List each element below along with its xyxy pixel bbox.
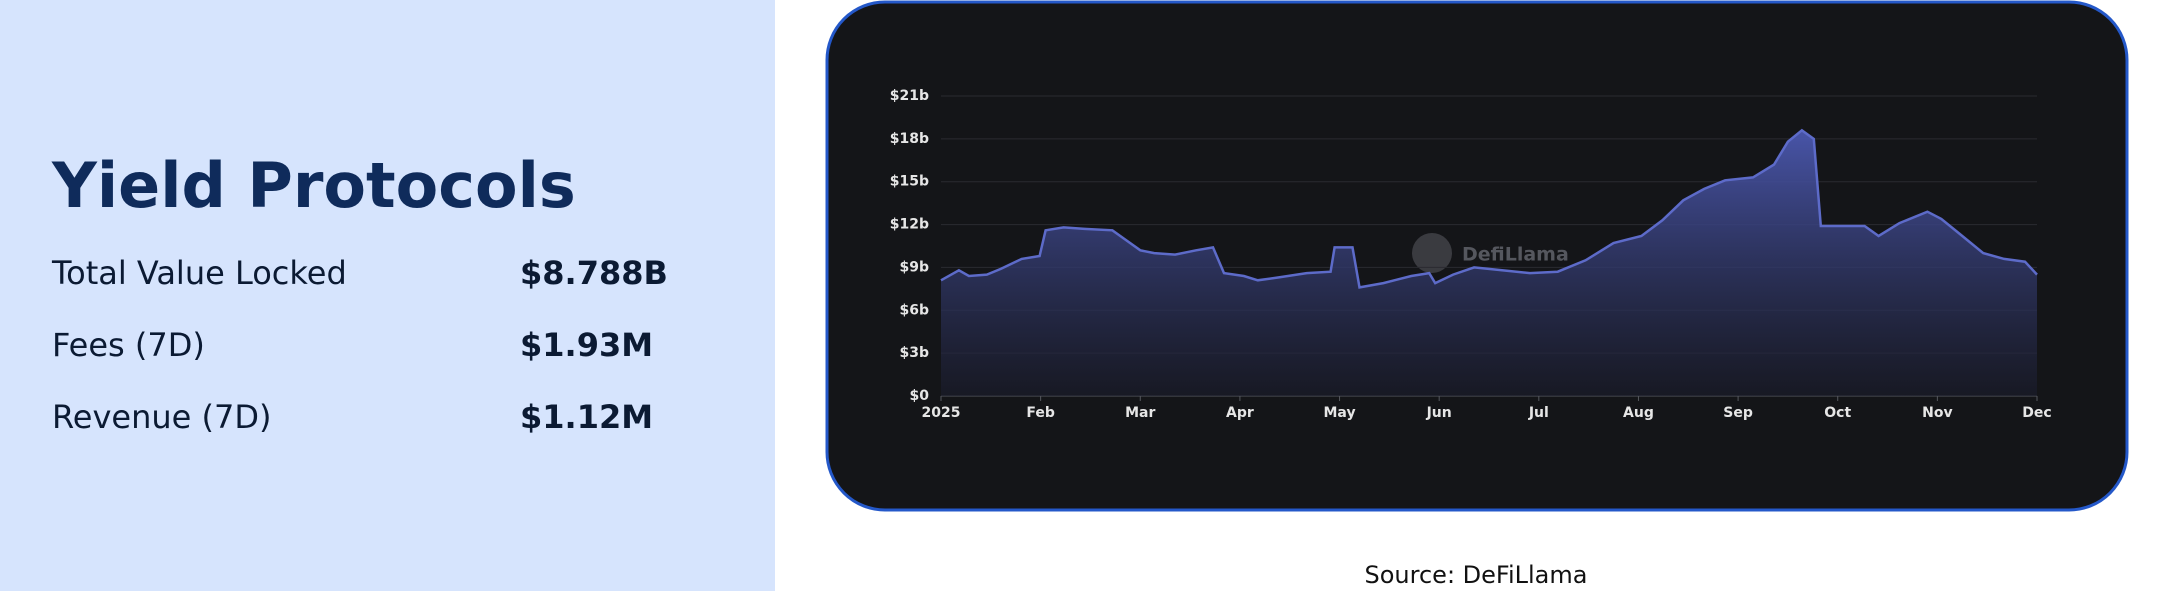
x-tick-label: Dec [2022, 405, 2051, 421]
watermark-logo [1412, 233, 1452, 273]
y-tick-label: $18b [890, 131, 929, 147]
stat-label: Fees (7D) [52, 326, 205, 364]
stat-value: $1.93M [520, 326, 653, 364]
x-tick-label: Feb [1026, 405, 1055, 421]
stat-value: $8.788B [520, 254, 668, 292]
side-panel [0, 0, 775, 591]
x-tick-label: Aug [1623, 405, 1654, 421]
stat-label: Total Value Locked [51, 254, 347, 292]
stats: Total Value Locked $8.788B Fees (7D) $1.93M… [51, 254, 668, 436]
y-tick-label: $15b [890, 174, 929, 190]
x-tick-label: Nov [1922, 405, 1952, 421]
x-tick-label: Jun [1426, 405, 1452, 421]
x-tick-label: Jul [1528, 405, 1549, 421]
area-fill [941, 130, 2037, 397]
data-line [940, 128, 2038, 289]
y-tick-label: $9b [899, 259, 929, 275]
x-tick-label: Sep [1723, 405, 1753, 421]
y-tick-label: $12b [890, 217, 929, 233]
y-tick-label: $3b [899, 345, 929, 361]
y-tick-label: $21b [890, 88, 929, 104]
x-tick-label: 2025 [922, 405, 961, 421]
x-tick-label: Oct [1824, 405, 1851, 421]
watermark: DefiLlama [1462, 244, 1569, 266]
stat-value: $1.12M [520, 398, 653, 436]
x-tick-label: Apr [1226, 405, 1254, 421]
y-tick-label: $6b [899, 302, 929, 318]
panel-title: Yield Protocols [51, 149, 576, 222]
x-tick-label: May [1324, 405, 1356, 421]
y-tick-label: $0 [910, 388, 930, 404]
source-note: Source: DeFiLlama [1365, 561, 1588, 589]
x-tick-label: Mar [1125, 405, 1155, 421]
stat-label: Revenue (7D) [52, 398, 272, 436]
chart: DefiLlama $0 $3b $6b $9b $12b $15b $18b $21b 2025… [890, 88, 2052, 421]
